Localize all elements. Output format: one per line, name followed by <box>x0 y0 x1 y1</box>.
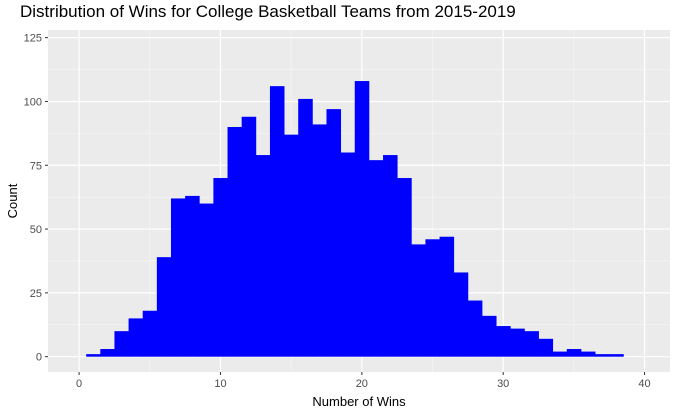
y-tick-label: 125 <box>24 33 42 45</box>
histogram-bar <box>467 300 483 357</box>
y-tick-label: 100 <box>24 96 42 108</box>
histogram-bar <box>496 326 511 357</box>
histogram-bar <box>227 126 243 357</box>
histogram-bar <box>298 98 313 357</box>
x-tick-labels: 0 10 20 30 40 <box>76 378 651 390</box>
histogram-bar <box>609 354 624 357</box>
histogram-bar <box>241 116 257 357</box>
histogram-bar <box>481 315 497 357</box>
histogram-bar <box>566 349 582 357</box>
x-axis-title: Number of Wins <box>312 394 406 409</box>
histogram-bar <box>199 203 214 357</box>
histogram-bar <box>354 81 370 357</box>
histogram-bar <box>170 198 186 357</box>
histogram-bar <box>552 351 568 357</box>
histogram-bar <box>538 338 554 357</box>
histogram-bar <box>213 178 228 357</box>
x-tick-label: 30 <box>497 378 509 390</box>
histogram-bar <box>397 178 412 357</box>
y-tick-label: 75 <box>30 160 42 172</box>
histogram-bar <box>425 239 440 357</box>
histogram-bar <box>326 109 342 357</box>
y-axis-title: Count <box>5 183 20 218</box>
histogram-bar <box>368 160 384 357</box>
histogram-bars <box>86 81 624 357</box>
histogram-bar <box>142 310 158 357</box>
histogram-bar <box>86 354 101 357</box>
histogram-bar <box>255 155 271 357</box>
histogram-bar <box>284 134 299 357</box>
histogram-bar <box>114 331 129 357</box>
histogram-bar <box>383 155 398 357</box>
histogram-bar <box>312 124 327 357</box>
histogram-bar <box>156 257 172 357</box>
histogram-bar <box>453 272 469 357</box>
x-tick-label: 10 <box>214 378 226 390</box>
histogram-bar <box>411 244 426 357</box>
axis-ticks <box>45 37 646 375</box>
y-tick-label: 50 <box>30 224 42 236</box>
histogram-bar <box>439 236 455 357</box>
histogram-bar <box>100 349 115 357</box>
histogram-bar <box>580 351 596 357</box>
y-tick-label: 0 <box>36 352 42 364</box>
histogram-bar <box>128 318 144 357</box>
histogram-bar <box>510 328 525 357</box>
x-tick-label: 20 <box>356 378 368 390</box>
histogram-bar <box>595 354 610 357</box>
histogram-bar <box>340 152 356 357</box>
y-tick-label: 25 <box>30 288 42 300</box>
histogram-bar <box>185 195 200 357</box>
histogram-bar <box>524 331 539 357</box>
y-tick-labels: 0 25 50 75 100 125 <box>24 33 42 364</box>
chart-title: Distribution of Wins for College Basketb… <box>20 2 516 21</box>
x-tick-label: 40 <box>638 378 650 390</box>
histogram-bar <box>269 86 285 357</box>
x-tick-label: 0 <box>76 378 82 390</box>
